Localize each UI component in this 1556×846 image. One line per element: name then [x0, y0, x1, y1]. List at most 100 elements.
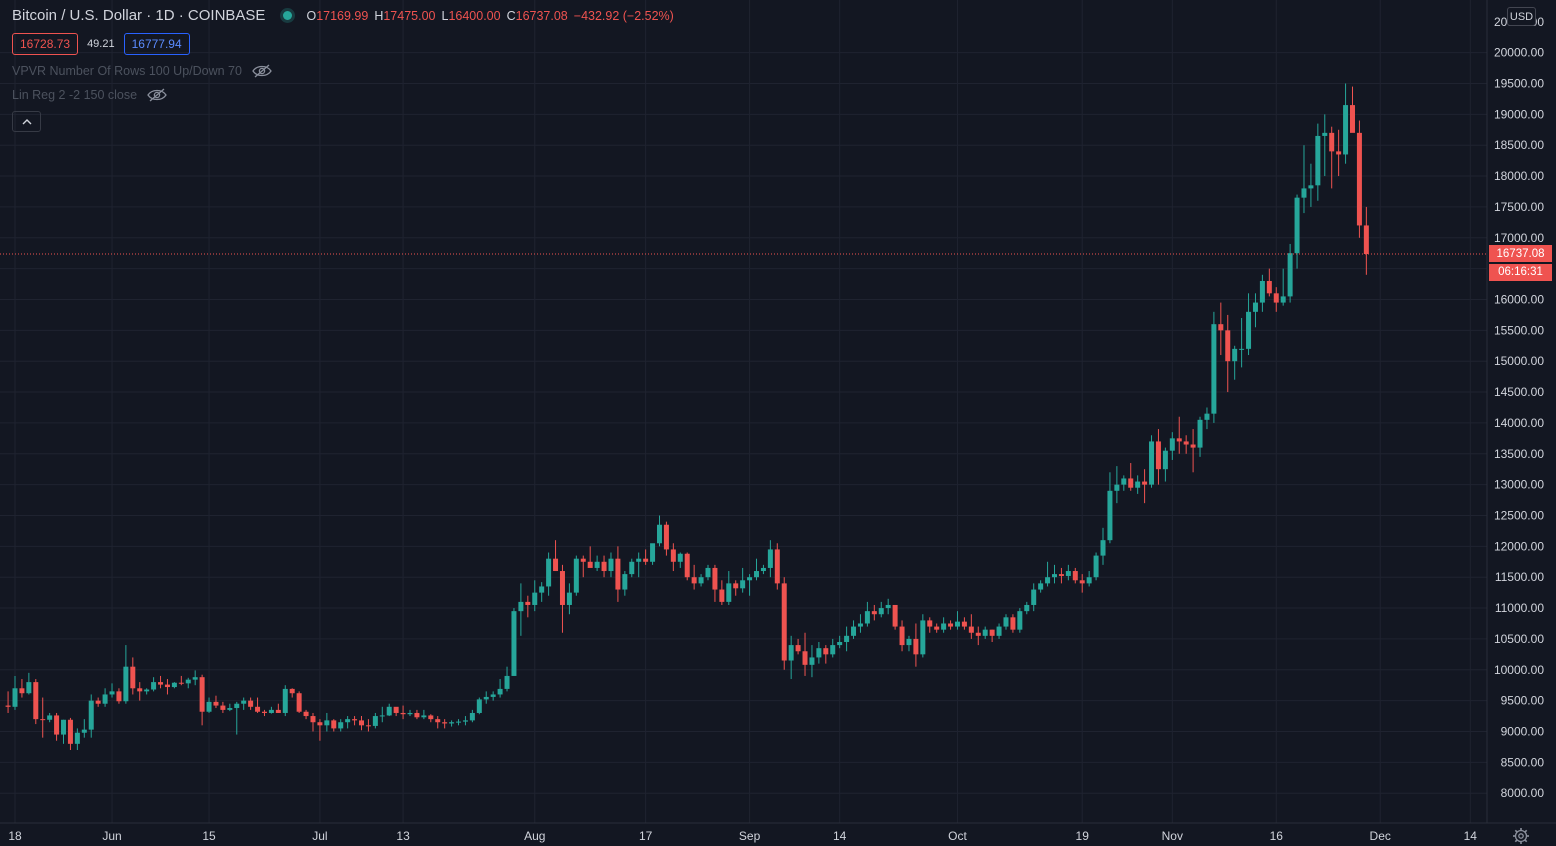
x-tick-label: Aug — [524, 829, 545, 843]
candle — [532, 580, 538, 612]
candle — [33, 679, 39, 725]
candle — [19, 679, 25, 698]
candle — [1315, 123, 1321, 201]
currency-button[interactable]: USD — [1507, 7, 1536, 26]
interval-label[interactable]: 1D — [155, 7, 175, 24]
candle — [656, 515, 662, 547]
candle — [719, 580, 725, 605]
candle — [546, 552, 552, 596]
candle — [899, 620, 905, 652]
candle — [968, 614, 974, 639]
candle — [601, 555, 607, 578]
symbol-title[interactable]: Bitcoin / U.S. Dollar — [12, 7, 143, 24]
candle — [1149, 435, 1155, 488]
candle — [199, 674, 205, 726]
candle — [1280, 268, 1286, 306]
candle — [123, 645, 129, 704]
candle — [1197, 416, 1203, 457]
candle — [61, 719, 67, 744]
candle — [857, 614, 863, 633]
candle — [587, 546, 593, 568]
candle — [996, 623, 1002, 639]
y-tick-label: 15500.00 — [1494, 323, 1544, 337]
candle — [268, 706, 274, 714]
y-tick-label: 10500.00 — [1494, 632, 1544, 646]
ohlc-change: −432.92 (−2.52%) — [573, 8, 674, 23]
candle — [1273, 287, 1279, 312]
candle — [95, 697, 101, 707]
time-axis[interactable]: 18 Jun 15 Jul 13 Aug 17 Sep 14 Oct 19 Nov 16 Dec 14 — [8, 829, 1477, 843]
candle — [12, 675, 18, 710]
candle — [1135, 475, 1141, 494]
indicator-vpvr[interactable]: VPVR Number Of Rows 100 Up/Down 70 — [12, 64, 272, 78]
x-tick-label: Dec — [1370, 829, 1391, 843]
candle — [698, 574, 704, 587]
candle — [1121, 475, 1127, 491]
y-tick-label: 16000.00 — [1494, 292, 1544, 306]
candle — [837, 635, 843, 649]
eye-hidden-icon[interactable] — [147, 88, 167, 102]
x-tick-label: Sep — [739, 829, 761, 843]
candle — [1336, 129, 1342, 177]
candle — [5, 691, 11, 713]
eye-hidden-icon[interactable] — [252, 64, 272, 78]
y-tick-label: 13500.00 — [1494, 447, 1544, 461]
candle — [386, 703, 392, 717]
y-tick-label: 17500.00 — [1494, 200, 1544, 214]
candle — [871, 604, 877, 621]
settings-gear-icon[interactable] — [1512, 827, 1530, 845]
candle — [345, 716, 351, 729]
y-tick-label: 13000.00 — [1494, 478, 1544, 492]
sell-price-button[interactable]: 16728.73 — [12, 33, 79, 55]
candle — [774, 543, 780, 590]
indicator-linreg[interactable]: Lin Reg 2 -2 150 close — [12, 88, 167, 102]
candle — [407, 709, 413, 717]
candle — [144, 688, 150, 695]
candle — [691, 564, 697, 590]
candle — [1155, 429, 1161, 485]
candle — [1363, 206, 1369, 275]
dot-separator: · — [174, 7, 188, 24]
candle — [1079, 574, 1085, 593]
candle — [164, 679, 170, 695]
candle — [1204, 407, 1210, 430]
candle — [331, 719, 337, 732]
candle — [864, 601, 870, 627]
buy-price-button[interactable]: 16777.94 — [123, 33, 190, 55]
y-tick-label: 20000.00 — [1494, 46, 1544, 60]
candle — [1128, 463, 1134, 491]
candle — [1218, 302, 1224, 356]
exchange-label[interactable]: COINBASE — [187, 7, 266, 24]
candle — [684, 552, 690, 581]
candle — [643, 549, 649, 565]
candle — [1190, 429, 1196, 473]
x-tick-label: 18 — [8, 829, 22, 843]
candle — [1107, 472, 1113, 544]
market-status-icon[interactable] — [283, 11, 293, 20]
candle — [504, 666, 510, 692]
candle — [359, 716, 364, 731]
candle — [296, 691, 302, 713]
candle — [490, 691, 496, 701]
candle — [234, 701, 240, 735]
candle — [1246, 293, 1252, 356]
candle — [781, 577, 787, 670]
candle — [1225, 314, 1231, 393]
collapse-legend-button[interactable] — [12, 111, 41, 132]
candle — [1162, 447, 1168, 482]
x-tick-label: 15 — [202, 829, 216, 843]
candle — [456, 719, 462, 726]
candle — [927, 617, 933, 633]
candle — [67, 717, 73, 751]
price-axis[interactable]: 20000.00 19500.00 19000.00 18500.00 18000.00… — [1494, 15, 1544, 800]
candle — [663, 521, 669, 556]
candle — [823, 645, 829, 664]
candle — [594, 555, 600, 572]
candle — [767, 540, 773, 578]
candle — [1176, 416, 1182, 454]
candle — [636, 552, 642, 578]
y-tick-label: 19000.00 — [1494, 107, 1544, 121]
candle — [941, 617, 947, 633]
candle — [961, 617, 967, 630]
